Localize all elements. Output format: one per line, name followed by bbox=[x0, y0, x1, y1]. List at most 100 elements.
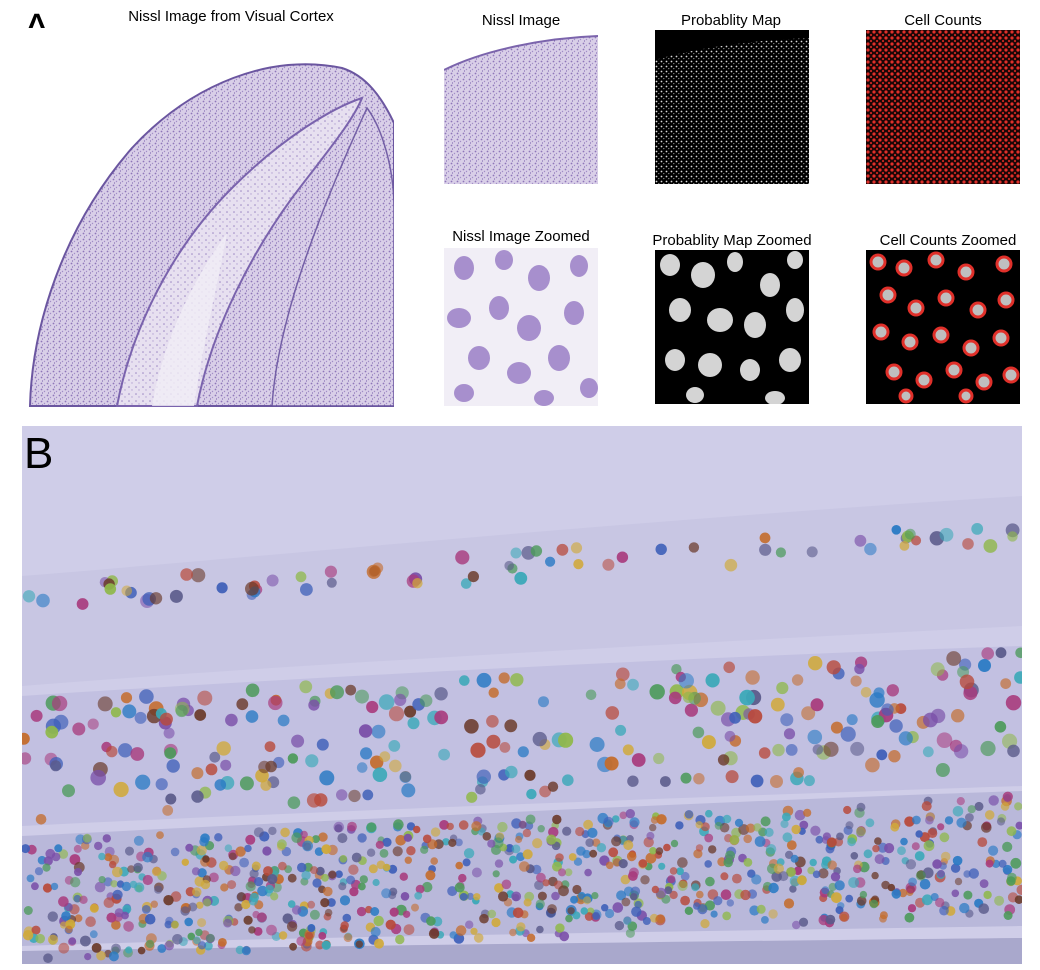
segmented-cell bbox=[734, 818, 744, 827]
segmented-cell bbox=[808, 656, 823, 671]
thumb-cell-counts-zoomed bbox=[866, 250, 1020, 404]
segmented-cell bbox=[257, 885, 268, 897]
segmented-cell bbox=[589, 737, 605, 752]
segmented-cell bbox=[438, 748, 450, 761]
segmented-cell bbox=[765, 844, 777, 855]
segmented-cell bbox=[442, 838, 450, 846]
segmented-cell bbox=[494, 883, 504, 893]
segmented-cell bbox=[270, 892, 279, 901]
segmented-cell bbox=[373, 915, 384, 927]
segmented-cell bbox=[299, 680, 313, 694]
segmented-cell bbox=[239, 776, 254, 791]
segmented-cell bbox=[584, 868, 592, 877]
segmented-cell bbox=[664, 886, 673, 895]
segmented-cell bbox=[743, 834, 752, 844]
segmented-cell bbox=[890, 822, 900, 832]
segmented-cell bbox=[395, 934, 405, 945]
segmented-cell bbox=[978, 659, 991, 672]
segmented-cell bbox=[937, 823, 945, 831]
segmented-cell bbox=[860, 687, 872, 698]
segmented-cell bbox=[471, 821, 482, 832]
segmented-cell bbox=[235, 846, 246, 857]
segmented-cell bbox=[780, 819, 789, 829]
segmented-cell bbox=[907, 904, 917, 913]
segmented-cell bbox=[191, 790, 204, 803]
segmented-cell bbox=[449, 931, 458, 939]
segmented-cell bbox=[368, 864, 378, 874]
segmented-cell bbox=[629, 817, 640, 828]
segmented-cell bbox=[98, 852, 106, 861]
segmented-cell bbox=[280, 827, 290, 838]
segmented-cell bbox=[351, 852, 362, 863]
segmented-cell bbox=[573, 857, 583, 866]
segmented-cell bbox=[510, 547, 522, 559]
segmented-cell bbox=[810, 825, 821, 836]
segmented-cell bbox=[954, 877, 963, 886]
segmented-cell bbox=[181, 858, 189, 866]
segmented-cell bbox=[626, 851, 637, 862]
segmented-cell bbox=[649, 847, 657, 855]
segmented-cell bbox=[612, 815, 620, 823]
segmented-cell bbox=[922, 746, 934, 758]
segmented-cell bbox=[73, 894, 82, 903]
segmented-cell bbox=[200, 879, 211, 890]
segmented-cell bbox=[314, 847, 324, 856]
segmented-cell bbox=[818, 868, 829, 879]
segmented-cell bbox=[776, 681, 789, 695]
segmented-cell bbox=[985, 859, 994, 868]
segmented-cell bbox=[58, 849, 69, 859]
segmented-cell bbox=[899, 541, 910, 551]
segmented-cell bbox=[793, 767, 804, 778]
segmented-cell bbox=[419, 694, 433, 707]
segmented-cell bbox=[455, 861, 464, 870]
segmented-cell bbox=[125, 946, 133, 954]
segmented-cell bbox=[319, 770, 335, 786]
segmented-cell bbox=[356, 906, 367, 917]
segmented-cell bbox=[826, 837, 837, 848]
segmented-cell bbox=[1015, 647, 1022, 659]
segmented-cell bbox=[515, 835, 523, 844]
segmented-cell bbox=[366, 564, 381, 579]
segmented-cell bbox=[912, 815, 921, 825]
segmented-cell bbox=[297, 862, 307, 873]
segmented-cell bbox=[729, 834, 740, 845]
segmented-cell bbox=[522, 828, 532, 838]
segmented-cell bbox=[31, 925, 41, 935]
segmented-cell bbox=[98, 876, 106, 884]
segmented-cell bbox=[305, 754, 319, 768]
segmented-cell bbox=[564, 868, 573, 877]
segmented-cell bbox=[511, 844, 521, 854]
segmented-cell bbox=[488, 687, 499, 698]
segmented-cell bbox=[249, 892, 259, 903]
segmented-cell bbox=[42, 883, 53, 893]
segmented-cell bbox=[768, 882, 779, 894]
segmented-cell bbox=[968, 868, 979, 879]
segmented-cell bbox=[830, 872, 841, 882]
segmented-cell bbox=[618, 859, 628, 869]
segmented-cell bbox=[245, 710, 259, 723]
segmented-cell bbox=[794, 809, 806, 821]
segmented-cell bbox=[723, 857, 733, 868]
segmented-cell bbox=[74, 914, 83, 923]
segmented-cell bbox=[199, 837, 209, 847]
segmented-cell bbox=[616, 667, 630, 682]
segmented-cell bbox=[695, 844, 704, 852]
segmented-cell bbox=[54, 844, 63, 853]
segmented-cell bbox=[627, 678, 639, 691]
segmented-cell bbox=[951, 889, 960, 898]
segmented-cell bbox=[498, 672, 510, 684]
segmented-cell bbox=[939, 527, 954, 542]
segmented-cell bbox=[940, 851, 951, 862]
segmented-cell bbox=[151, 866, 162, 877]
segmented-cell bbox=[454, 882, 465, 893]
segmented-cell bbox=[184, 917, 193, 927]
segmented-cell bbox=[58, 896, 69, 907]
segmented-cell bbox=[399, 872, 408, 881]
segmented-cell bbox=[585, 838, 594, 847]
segmented-cell bbox=[978, 903, 990, 914]
segmented-cell bbox=[1010, 857, 1022, 869]
segmented-cell bbox=[522, 849, 533, 860]
segmented-cell bbox=[951, 709, 965, 723]
segmented-cell bbox=[790, 854, 799, 863]
segmented-cell bbox=[984, 810, 995, 820]
